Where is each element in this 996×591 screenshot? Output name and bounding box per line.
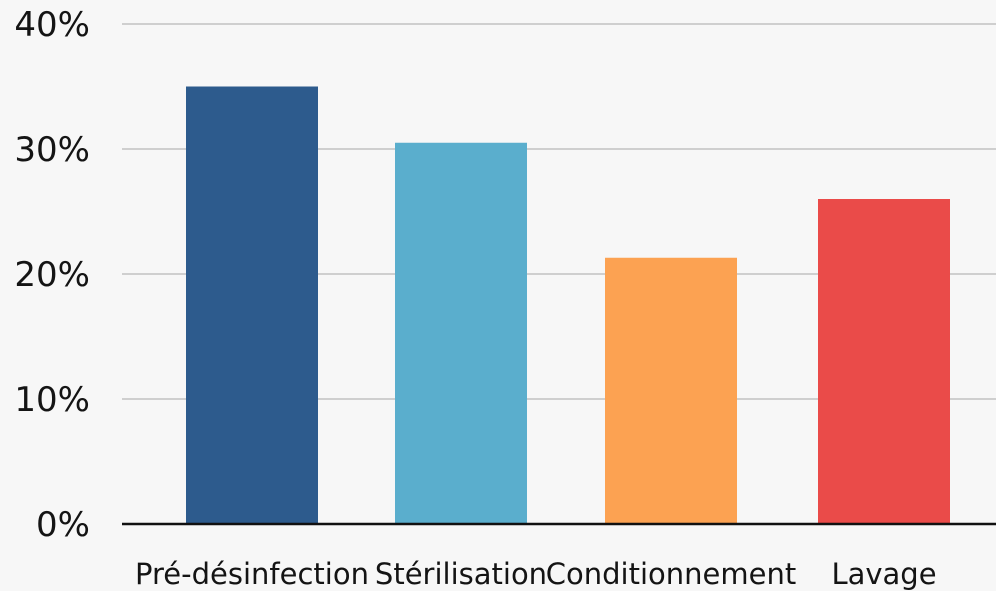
x-tick-label: Pré-désinfection — [135, 557, 369, 591]
bar — [818, 199, 950, 524]
x-tick-label: Stérilisation — [375, 557, 547, 591]
y-tick-label: 10% — [14, 380, 90, 420]
y-tick-labels: 0% 10% 20% 30% 40% — [14, 5, 90, 545]
y-tick-label: 0% — [36, 505, 90, 545]
bar — [186, 86, 318, 524]
bar — [395, 142, 527, 524]
category-labels: Pré-désinfection StérilisationConditionne… — [135, 557, 937, 591]
y-tick-label: 40% — [14, 5, 90, 45]
y-tick-label: 30% — [14, 130, 90, 170]
x-tick-label: Lavage — [831, 557, 936, 591]
bar — [605, 257, 737, 524]
bars — [186, 86, 950, 524]
x-tick-label: Conditionnement — [546, 557, 796, 591]
y-tick-label: 20% — [14, 255, 90, 295]
